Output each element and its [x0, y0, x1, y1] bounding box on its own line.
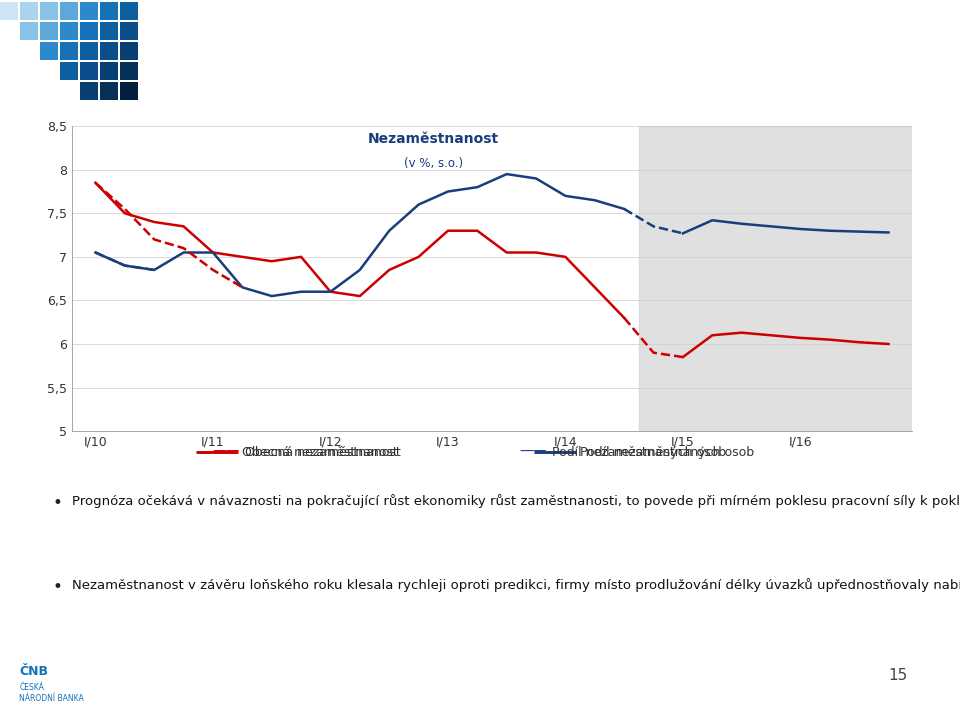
Bar — [80, 22, 98, 40]
Text: Podíl nezaměstnaných osob: Podíl nezaměstnaných osob — [580, 446, 754, 459]
Text: ——: —— — [519, 445, 547, 459]
Bar — [80, 62, 98, 80]
Text: •: • — [53, 494, 62, 512]
Bar — [20, 2, 38, 20]
Bar — [20, 22, 38, 40]
Bar — [100, 42, 118, 60]
Text: Prognóza očekává v návaznosti na pokračující růst ekonomiky růst zaměstnanosti, : Prognóza očekává v návaznosti na pokraču… — [72, 494, 960, 508]
Text: 15: 15 — [888, 669, 907, 683]
Bar — [100, 22, 118, 40]
Bar — [120, 62, 138, 80]
Bar — [60, 62, 78, 80]
Bar — [120, 22, 138, 40]
Bar — [80, 82, 98, 100]
Bar — [40, 2, 58, 20]
Bar — [60, 42, 78, 60]
Bar — [80, 42, 98, 60]
Text: Nezaměstnanost: Nezaměstnanost — [564, 55, 930, 93]
Bar — [80, 2, 98, 20]
Bar — [120, 42, 138, 60]
Bar — [638, 126, 912, 431]
Bar — [40, 42, 58, 60]
Text: Obecná nezaměstnanost: Obecná nezaměstnanost — [242, 446, 397, 459]
Bar — [100, 62, 118, 80]
Text: Obecná nezaměstnanost: Obecná nezaměstnanost — [245, 446, 400, 458]
Bar — [40, 22, 58, 40]
Bar — [0, 2, 18, 20]
Bar — [100, 2, 118, 20]
Text: (v %, s.o.): (v %, s.o.) — [403, 156, 463, 170]
Bar — [120, 82, 138, 100]
Bar — [60, 2, 78, 20]
Text: Nezaměstnanost v závěru loňského roku klesala rychleji oproti predikci, firmy mí: Nezaměstnanost v závěru loňského roku kl… — [72, 578, 960, 592]
Text: Podíl nezaměstnaných osob: Podíl nezaměstnaných osob — [552, 446, 726, 458]
Text: Nezaměstnanost: Nezaměstnanost — [368, 132, 499, 147]
Text: •: • — [53, 578, 62, 597]
Text: ——: —— — [212, 445, 240, 459]
Bar — [120, 2, 138, 20]
Text: ČNB: ČNB — [19, 665, 48, 678]
Text: ČESKÁ
NÁRODNÍ BANKA: ČESKÁ NÁRODNÍ BANKA — [19, 683, 84, 701]
Bar — [100, 82, 118, 100]
Bar — [60, 22, 78, 40]
